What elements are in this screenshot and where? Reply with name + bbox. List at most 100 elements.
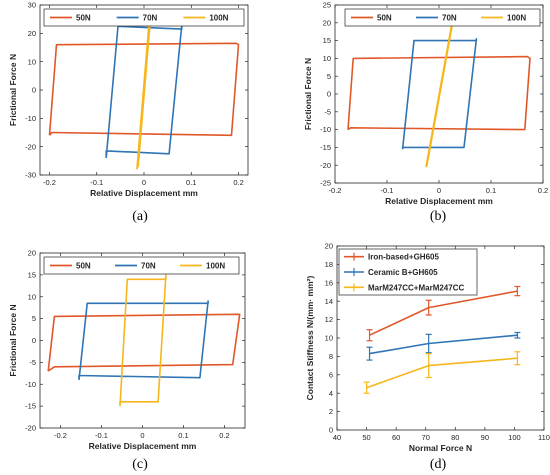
series-line-50N	[47, 313, 241, 372]
x-axis-label: Normal Force N	[409, 443, 472, 453]
y-tick-label: 20	[28, 249, 36, 258]
x-tick-label: 0	[437, 186, 441, 195]
y-tick-label: -15	[320, 143, 331, 152]
y-tick-label: 0	[329, 426, 333, 435]
y-tick-label: -10	[25, 380, 36, 389]
legend-label: 100N	[507, 14, 526, 23]
legend-label: 100N	[209, 14, 228, 23]
x-tick-label: -0.1	[95, 431, 108, 440]
x-axis-label: Relative Displacement mm	[89, 441, 197, 451]
legend-label: 100N	[206, 262, 225, 271]
x-axis-label: Relative Displacement mm	[90, 188, 198, 198]
legend-label: Iron-based+GH605	[368, 253, 439, 262]
y-tick-label: -30	[25, 171, 36, 180]
y-tick-label: -10	[25, 114, 36, 123]
chart-d: 40 50 60 70 80 90 100 110 0 2 4 6 8 10 12 14 16 18 20 Norma…	[305, 242, 550, 472]
panel-caption: (d)	[430, 457, 447, 472]
legend-label: 70N	[143, 14, 158, 23]
legend-label: Ceramic B+GH605	[368, 268, 438, 277]
y-axis-label: Contact Stiffness N/(mm· mm²)	[305, 276, 315, 401]
x-tick-label: 0.2	[538, 186, 548, 195]
y-tick-label: 5	[327, 72, 331, 81]
y-tick-label: 0	[32, 336, 36, 345]
y-tick-label: 0	[32, 86, 36, 95]
x-tick-label: -0.1	[90, 178, 103, 187]
legend: 50N 70N 100N	[43, 256, 240, 275]
y-tick-label: 5	[32, 314, 36, 323]
x-tick-label: -0.2	[54, 431, 67, 440]
x-tick-label: 90	[481, 433, 489, 442]
y-tick-label: 10	[323, 54, 331, 63]
chart-a: -0.2 -0.1 0 0.1 0.2 -30 -20 -10 0 10 20 30 Relative …	[8, 1, 249, 224]
y-tick-label: 18	[325, 260, 333, 269]
y-axis-label: Frictional Force N	[8, 54, 18, 126]
x-tick-label: 0.2	[219, 431, 229, 440]
chart-c: -0.2 -0.1 0 0.1 0.2 -20 -15 -10 -5 0 5 10 15 20 Relati…	[8, 249, 246, 472]
panel-caption: (b)	[430, 209, 447, 224]
y-tick-label: -20	[25, 142, 36, 151]
y-tick-label: -20	[320, 161, 331, 170]
series-line-70N	[401, 37, 478, 150]
y-tick-label: 15	[28, 270, 36, 279]
x-tick-label: 0.1	[178, 431, 188, 440]
x-tick-label: -0.2	[43, 178, 56, 187]
legend-label: 50N	[76, 14, 91, 23]
legend-label: 50N	[377, 14, 392, 23]
y-tick-label: -25	[320, 179, 331, 188]
x-tick-label: 100	[508, 433, 521, 442]
x-tick-label: 0.2	[233, 178, 243, 187]
x-axis-label: Relative Displacement mm	[385, 196, 493, 206]
x-tick-label: 50	[362, 433, 370, 442]
y-tick-label: 16	[325, 278, 333, 287]
y-tick-label: 12	[325, 315, 333, 324]
x-tick-label: 0.1	[186, 178, 196, 187]
plot-frame	[39, 252, 246, 429]
legend-box	[344, 8, 541, 27]
y-axis-label: Frictional Force N	[8, 304, 18, 376]
y-tick-label: 0	[327, 90, 331, 99]
y-tick-label: -10	[320, 125, 331, 134]
panel-caption: (a)	[132, 209, 148, 224]
y-tick-label: 2	[329, 407, 333, 416]
legend: 50N 70N 100N	[43, 8, 245, 27]
y-tick-label: -5	[324, 107, 331, 116]
series-line-50N	[347, 55, 531, 131]
legend-label: 50N	[76, 262, 91, 271]
legend-box	[43, 256, 240, 275]
series-line-50N	[48, 42, 240, 137]
x-tick-label: 40	[333, 433, 341, 442]
x-tick-label: 70	[422, 433, 430, 442]
y-tick-label: 30	[28, 1, 36, 10]
panel-caption: (c)	[132, 457, 148, 472]
x-tick-label: 60	[392, 433, 400, 442]
x-tick-label: 0.1	[486, 186, 496, 195]
y-tick-label: 15	[323, 36, 331, 45]
legend-box	[43, 8, 245, 27]
x-tick-label: 80	[451, 433, 459, 442]
y-tick-label: 20	[28, 29, 36, 38]
x-tick-label: 0	[140, 431, 144, 440]
y-tick-label: 8	[329, 352, 333, 361]
y-tick-label: -5	[29, 358, 36, 367]
y-tick-label: 4	[329, 389, 333, 398]
y-tick-label: -15	[25, 402, 36, 411]
series-line-70N	[78, 300, 209, 380]
x-tick-label: -0.2	[329, 186, 342, 195]
legend-label: 70N	[442, 14, 457, 23]
y-tick-label: 20	[325, 242, 333, 251]
y-tick-label: 10	[325, 334, 333, 343]
chart-b: -0.2 -0.1 0 0.1 0.2 -25 -20 -15 -10 -5 0 5 10 15 20 25 R…	[303, 1, 548, 224]
y-tick-label: -20	[25, 424, 36, 433]
series-line-100N	[119, 274, 167, 407]
y-tick-label: 20	[323, 18, 331, 27]
x-tick-label: -0.1	[381, 186, 394, 195]
legend: 50N 70N 100N	[344, 8, 541, 27]
legend-label: 70N	[141, 262, 156, 271]
y-axis-label: Frictional Force N	[303, 58, 313, 130]
y-tick-label: 10	[28, 292, 36, 301]
x-tick-label: 110	[538, 433, 550, 442]
y-tick-label: 6	[329, 370, 333, 379]
y-tick-label: 14	[325, 297, 333, 306]
x-tick-label: 0	[142, 178, 146, 187]
